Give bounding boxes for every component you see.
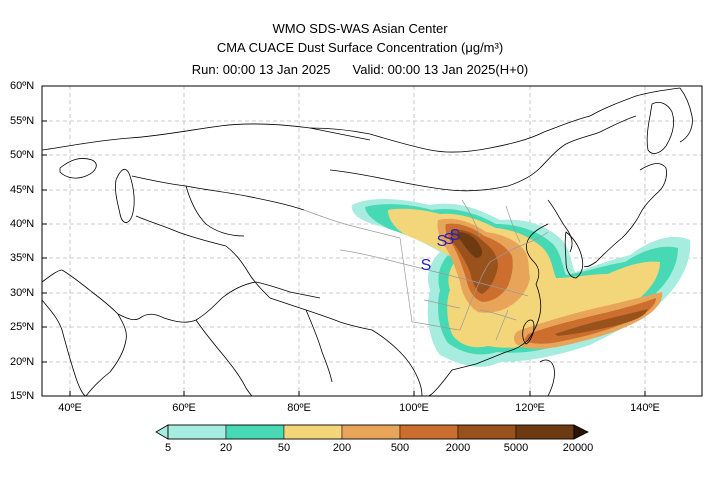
colorbar-label-200: 200 [332, 442, 352, 454]
lat-label-40: 40ºN [10, 218, 35, 230]
colorbar-swatch [399, 424, 459, 440]
lon-label-40: 40ºE [58, 402, 82, 414]
lat-label-25: 25ºN [10, 321, 35, 333]
map-background [42, 86, 702, 396]
station-marker: S [421, 257, 432, 274]
colorbar-label-20000: 20000 [562, 442, 594, 454]
station-marker: S [437, 233, 448, 250]
colorbar-swatch [515, 424, 575, 440]
dust-contour-2000-b [555, 309, 648, 336]
province-boundaries [303, 199, 549, 341]
run-valid-line: Run: 00:00 13 Jan 2025 Valid: 00:00 13 Ja… [0, 61, 720, 78]
run-time: Run: 00:00 13 Jan 2025 [191, 62, 331, 77]
lat-label-45: 45ºN [10, 184, 35, 196]
lon-label-120: 120ºE [515, 402, 545, 414]
colorbar-swatch [283, 424, 343, 440]
colorbar-min-arrow [155, 424, 169, 440]
country-borders [42, 87, 693, 396]
colorbar [155, 424, 589, 440]
lat-label-50: 50ºN [10, 149, 35, 161]
lat-label-55: 55ºN [10, 115, 35, 127]
lat-label-60: 60ºN [10, 80, 35, 92]
lon-label-60: 60ºE [172, 402, 196, 414]
valid-time: Valid: 00:00 13 Jan 2025(H+0) [352, 62, 529, 77]
map-title: WMO SDS-WAS Asian Center [272, 21, 448, 36]
dust-concentration-field [351, 198, 691, 367]
map-frame [41, 85, 703, 397]
lat-label-15: 15ºN [10, 390, 35, 402]
colorbar-swatch [225, 424, 285, 440]
dust-contour-500-b [524, 298, 656, 344]
colorbar-swatch [457, 424, 517, 440]
lon-label-140: 140ºE [630, 402, 660, 414]
map-subtitle: CMA CUACE Dust Surface Concentration (μg… [216, 40, 504, 55]
colorbar-label-500: 500 [390, 442, 410, 454]
colorbar-label-5: 5 [164, 442, 172, 454]
lat-label-20: 20ºN [10, 356, 35, 368]
colorbar-label-50: 50 [277, 442, 291, 454]
colorbar-swatch [341, 424, 401, 440]
dust-contour-5000 [457, 232, 483, 258]
lat-label-35: 35ºN [10, 252, 35, 264]
lon-label-100: 100ºE [399, 402, 429, 414]
axis-ticks [42, 120, 646, 396]
colorbar-label-2000: 2000 [445, 442, 471, 454]
dust-contour-2000 [450, 229, 498, 294]
colorbar-label-20: 20 [219, 442, 233, 454]
station-marker: S [444, 231, 455, 248]
colorbar-swatch [167, 424, 227, 440]
colorbar-max-arrow [573, 424, 589, 440]
station-marker: S [450, 227, 461, 244]
colorbar-label-5000: 5000 [503, 442, 529, 454]
lon-label-80: 80ºE [287, 402, 311, 414]
lat-label-30: 30ºN [10, 287, 35, 299]
